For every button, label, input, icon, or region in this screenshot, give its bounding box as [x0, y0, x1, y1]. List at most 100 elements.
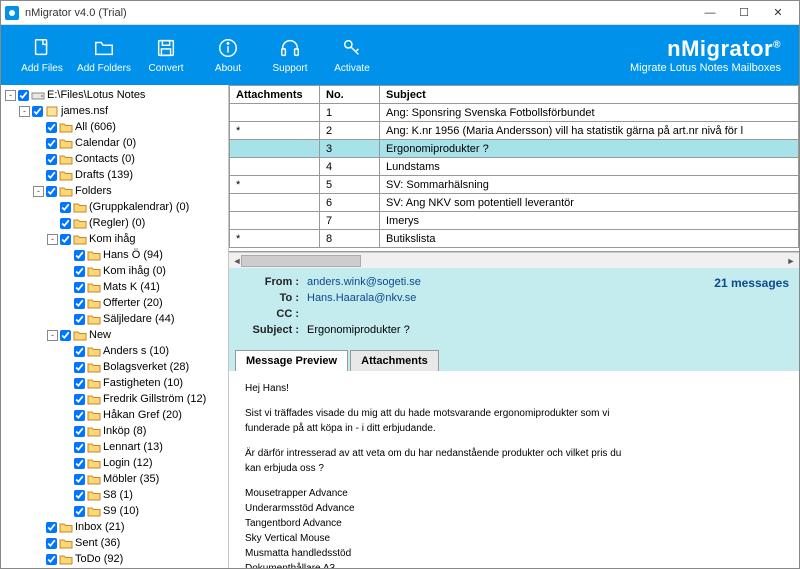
tree-checkbox[interactable]	[74, 394, 85, 405]
add-files-button[interactable]: Add Files	[11, 28, 73, 82]
col-no[interactable]: No.	[320, 86, 380, 104]
support-button[interactable]: Support	[259, 28, 321, 82]
tree-checkbox[interactable]	[46, 138, 57, 149]
tree-item[interactable]: Fredrik Gillström (12)	[59, 391, 228, 407]
tree-checkbox[interactable]	[46, 122, 57, 133]
tree-item[interactable]: Drafts (139)	[31, 167, 228, 183]
tree-item[interactable]: Anders s (10)	[59, 343, 228, 359]
tree-item[interactable]: -Folders	[31, 183, 228, 199]
add-folders-button[interactable]: Add Folders	[73, 28, 135, 82]
tree-item[interactable]: S8 (1)	[59, 487, 228, 503]
folder-icon	[87, 394, 101, 405]
tree-item[interactable]: Fastigheten (10)	[59, 375, 228, 391]
tree-checkbox[interactable]	[74, 474, 85, 485]
tree-item[interactable]: Sent (36)	[31, 535, 228, 551]
tree-checkbox[interactable]	[74, 346, 85, 357]
table-row[interactable]: 6SV: Ang NKV som potentiell leverantör	[230, 194, 799, 212]
tree-item[interactable]: (Regler) (0)	[45, 215, 228, 231]
tree-item[interactable]: Offerter (20)	[59, 295, 228, 311]
table-row[interactable]: 4Lundstams	[230, 158, 799, 176]
folder-icon	[59, 186, 73, 197]
tab-attachments[interactable]: Attachments	[350, 350, 439, 371]
tree-item[interactable]: -E:\Files\Lotus Notes	[3, 87, 228, 103]
tree-item[interactable]: Trash (0)	[31, 567, 228, 568]
tree-checkbox[interactable]	[60, 202, 71, 213]
tree-checkbox[interactable]	[74, 426, 85, 437]
activate-button[interactable]: Activate	[321, 28, 383, 82]
tree-item[interactable]: Kom ihåg (0)	[59, 263, 228, 279]
tree-checkbox[interactable]	[46, 186, 57, 197]
tree-item[interactable]: -Kom ihåg	[45, 231, 228, 247]
collapse-icon[interactable]: -	[5, 90, 16, 101]
tree-item[interactable]: Möbler (35)	[59, 471, 228, 487]
scroll-right-icon[interactable]: ►	[783, 253, 799, 269]
cell-attachment: *	[230, 122, 320, 140]
close-button[interactable]: ✕	[761, 2, 795, 24]
folder-tree[interactable]: -E:\Files\Lotus Notes-james.nsfAll (606)…	[1, 85, 229, 568]
tree-checkbox[interactable]	[74, 362, 85, 373]
tree-checkbox[interactable]	[74, 282, 85, 293]
tree-checkbox[interactable]	[74, 458, 85, 469]
tree-item[interactable]: Inköp (8)	[59, 423, 228, 439]
table-row[interactable]: *2Ang: K.nr 1956 (Maria Andersson) vill …	[230, 122, 799, 140]
tree-checkbox[interactable]	[74, 506, 85, 517]
tree-item[interactable]: S9 (10)	[59, 503, 228, 519]
tree-item[interactable]: Mats K (41)	[59, 279, 228, 295]
collapse-icon[interactable]: -	[47, 330, 58, 341]
tree-checkbox[interactable]	[46, 170, 57, 181]
tree-checkbox[interactable]	[74, 442, 85, 453]
tree-checkbox[interactable]	[18, 90, 29, 101]
tree-item[interactable]: Inbox (21)	[31, 519, 228, 535]
tree-item[interactable]: Håkan Gref (20)	[59, 407, 228, 423]
tree-item[interactable]: Contacts (0)	[31, 151, 228, 167]
message-grid[interactable]: Attachments No. Subject 1Ang: Sponsring …	[229, 85, 799, 252]
tree-item[interactable]: Säljledare (44)	[59, 311, 228, 327]
tree-checkbox[interactable]	[32, 106, 43, 117]
tree-checkbox[interactable]	[74, 378, 85, 389]
tree-item[interactable]: All (606)	[31, 119, 228, 135]
tree-item[interactable]: ToDo (92)	[31, 551, 228, 567]
convert-button[interactable]: Convert	[135, 28, 197, 82]
tree-checkbox[interactable]	[74, 410, 85, 421]
table-row[interactable]: 7Imerys	[230, 212, 799, 230]
tree-checkbox[interactable]	[46, 538, 57, 549]
tree-checkbox[interactable]	[60, 330, 71, 341]
tree-checkbox[interactable]	[74, 266, 85, 277]
col-attachments[interactable]: Attachments	[230, 86, 320, 104]
tree-checkbox[interactable]	[46, 522, 57, 533]
tree-checkbox[interactable]	[60, 234, 71, 245]
collapse-icon[interactable]: -	[33, 186, 44, 197]
tree-checkbox[interactable]	[46, 154, 57, 165]
collapse-icon[interactable]: -	[19, 106, 30, 117]
minimize-button[interactable]: —	[693, 2, 727, 24]
tree-checkbox[interactable]	[74, 298, 85, 309]
tree-checkbox[interactable]	[74, 250, 85, 261]
tree-checkbox[interactable]	[46, 554, 57, 565]
table-row[interactable]: *5SV: Sommarhälsning	[230, 176, 799, 194]
tab-message-preview[interactable]: Message Preview	[235, 350, 348, 371]
col-subject[interactable]: Subject	[380, 86, 799, 104]
tree-item[interactable]: -New	[45, 327, 228, 343]
tree-item[interactable]: Hans Ö (94)	[59, 247, 228, 263]
table-row[interactable]: 3Ergonomiprodukter ?	[230, 140, 799, 158]
tree-checkbox[interactable]	[74, 314, 85, 325]
collapse-icon[interactable]: -	[47, 234, 58, 245]
tree-spacer	[33, 122, 44, 133]
tree-checkbox[interactable]	[74, 490, 85, 501]
tree-label: ToDo (92)	[75, 551, 123, 567]
tree-item[interactable]: Login (12)	[59, 455, 228, 471]
about-button[interactable]: About	[197, 28, 259, 82]
table-row[interactable]: 1Ang: Sponsring Svenska Fotbollsförbunde…	[230, 104, 799, 122]
tree-item[interactable]: Calendar (0)	[31, 135, 228, 151]
tree-spacer	[61, 282, 72, 293]
table-row[interactable]: *8Butikslista	[230, 230, 799, 248]
tree-item[interactable]: Bolagsverket (28)	[59, 359, 228, 375]
tree-item[interactable]: -james.nsf	[17, 103, 228, 119]
tree-spacer	[33, 538, 44, 549]
tree-item[interactable]: Lennart (13)	[59, 439, 228, 455]
maximize-button[interactable]: ☐	[727, 2, 761, 24]
tree-checkbox[interactable]	[60, 218, 71, 229]
tree-item[interactable]: (Gruppkalendrar) (0)	[45, 199, 228, 215]
horizontal-scrollbar[interactable]: ◄ ►	[229, 252, 799, 268]
scroll-thumb[interactable]	[241, 255, 361, 267]
